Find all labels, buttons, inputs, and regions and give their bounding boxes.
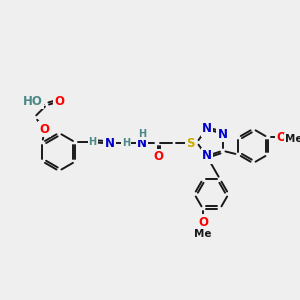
Text: H: H [88,137,97,147]
Text: HO: HO [23,95,43,108]
Text: H: H [122,138,130,148]
Text: H: H [138,129,146,139]
Text: N: N [202,149,212,163]
Text: O: O [153,150,163,163]
Text: O: O [55,95,64,108]
Text: O: O [39,123,50,136]
Text: N: N [218,128,228,140]
Text: O: O [198,216,208,229]
Text: S: S [186,137,195,150]
Text: N: N [202,122,212,135]
Text: O: O [276,131,286,144]
Text: N: N [105,137,115,150]
Text: Me: Me [194,229,211,238]
Text: N: N [137,137,147,150]
Text: Me: Me [285,134,300,144]
